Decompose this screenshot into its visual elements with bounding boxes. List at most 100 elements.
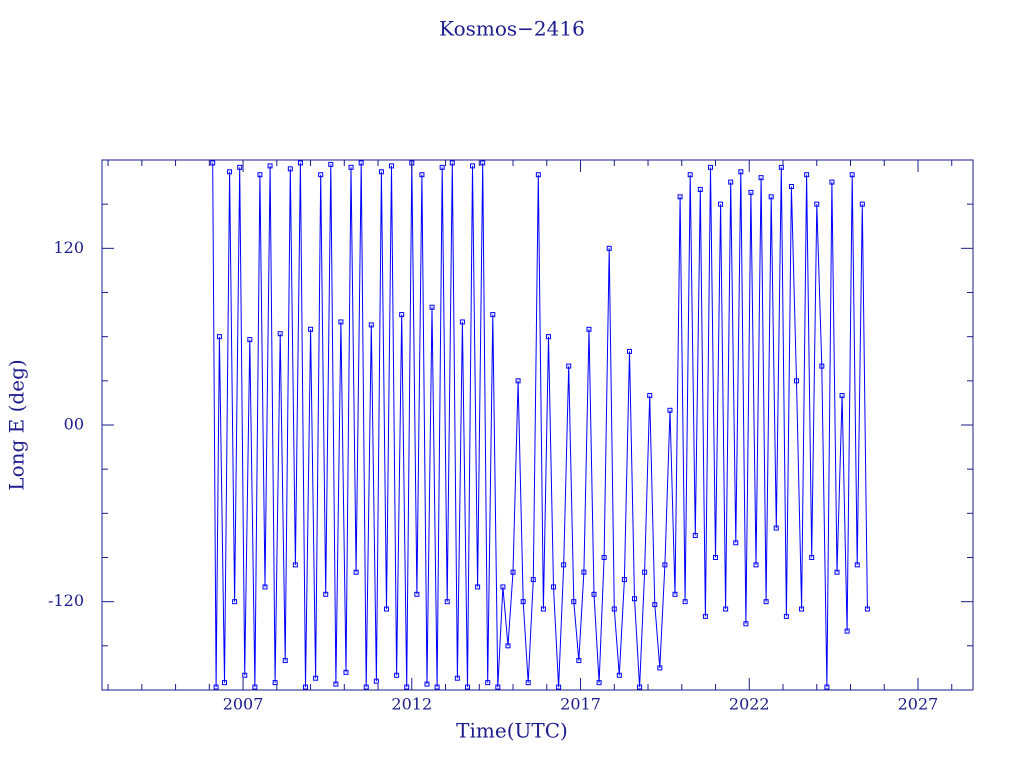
data-point	[333, 681, 339, 687]
data-point	[419, 172, 425, 178]
data-point	[662, 562, 668, 568]
chart-title: Kosmos−2416	[439, 17, 585, 41]
data-point	[692, 532, 698, 538]
data-point	[262, 584, 268, 590]
data-point	[287, 166, 293, 172]
data-point	[318, 172, 324, 178]
data-point	[434, 684, 440, 690]
data-point	[702, 613, 708, 619]
data-point	[652, 602, 658, 608]
data-point	[566, 363, 572, 369]
y-tick-label: -120	[48, 591, 84, 610]
data-point	[399, 312, 405, 318]
data-point	[480, 160, 486, 166]
data-point	[297, 160, 303, 166]
data-point	[667, 407, 673, 413]
data-point	[677, 194, 683, 200]
data-point	[232, 599, 238, 605]
data-point	[809, 555, 815, 560]
data-point	[444, 599, 450, 605]
data-point	[495, 684, 501, 690]
data-point	[728, 179, 734, 185]
data-point	[313, 675, 319, 681]
data-point	[500, 584, 506, 590]
data-point	[227, 169, 233, 175]
y-tick-label: 00	[64, 415, 84, 434]
data-point	[242, 672, 248, 678]
data-point	[672, 591, 678, 597]
data-point	[824, 684, 830, 690]
data-point	[302, 684, 308, 690]
data-point	[748, 189, 754, 195]
data-point	[308, 326, 314, 332]
data-point	[854, 562, 860, 568]
data-point	[515, 378, 521, 384]
data-point	[571, 599, 577, 605]
data-point	[353, 569, 359, 575]
data-point	[505, 643, 511, 649]
data-point	[788, 184, 794, 189]
data-point	[222, 680, 228, 686]
data-point	[581, 569, 587, 575]
data-point	[213, 684, 219, 690]
data-point	[718, 201, 724, 207]
x-tick-label: 2027	[898, 695, 939, 714]
data-point	[459, 319, 465, 325]
data-point	[758, 175, 764, 181]
data-point	[829, 179, 835, 185]
data-point	[464, 684, 470, 690]
data-point	[723, 606, 729, 612]
data-point	[682, 599, 688, 605]
data-point	[819, 363, 825, 369]
data-point	[814, 201, 820, 207]
data-line	[212, 162, 868, 688]
data-point	[596, 680, 602, 686]
data-point	[378, 169, 384, 175]
data-point	[449, 160, 455, 166]
data-point	[707, 164, 713, 170]
data-point	[545, 334, 551, 340]
data-point	[328, 161, 334, 167]
x-axis-label: Time(UTC)	[456, 719, 568, 743]
data-point	[292, 562, 298, 568]
data-point	[621, 577, 627, 583]
data-point	[540, 606, 546, 612]
data-point	[216, 334, 222, 340]
data-point	[383, 606, 389, 612]
data-point	[525, 680, 531, 686]
data-point	[338, 319, 344, 325]
x-tick-label: 2007	[223, 695, 264, 714]
data-point	[738, 169, 744, 175]
data-point	[606, 245, 612, 251]
data-point	[470, 163, 476, 169]
data-point	[247, 337, 253, 343]
data-point	[454, 675, 460, 681]
data-point	[520, 599, 526, 605]
data-point	[647, 393, 653, 399]
data-point	[414, 591, 420, 597]
data-point	[267, 163, 273, 169]
data-point	[799, 606, 805, 612]
data-point	[490, 312, 496, 318]
data-point	[591, 591, 597, 597]
data-point	[394, 672, 400, 678]
data-point	[632, 596, 638, 602]
data-point	[424, 681, 430, 687]
data-point	[556, 684, 562, 690]
data-point	[561, 562, 567, 568]
data-point	[576, 658, 582, 664]
data-point	[844, 628, 850, 634]
data-point	[368, 322, 374, 328]
data-point	[535, 172, 541, 178]
data-point	[849, 172, 855, 178]
data-point	[794, 378, 800, 384]
data-point	[272, 680, 278, 686]
data-point	[323, 591, 329, 597]
data-point	[763, 599, 769, 605]
data-point	[485, 680, 491, 686]
data-point	[363, 684, 369, 690]
data-point	[586, 326, 592, 332]
data-point	[743, 621, 749, 627]
